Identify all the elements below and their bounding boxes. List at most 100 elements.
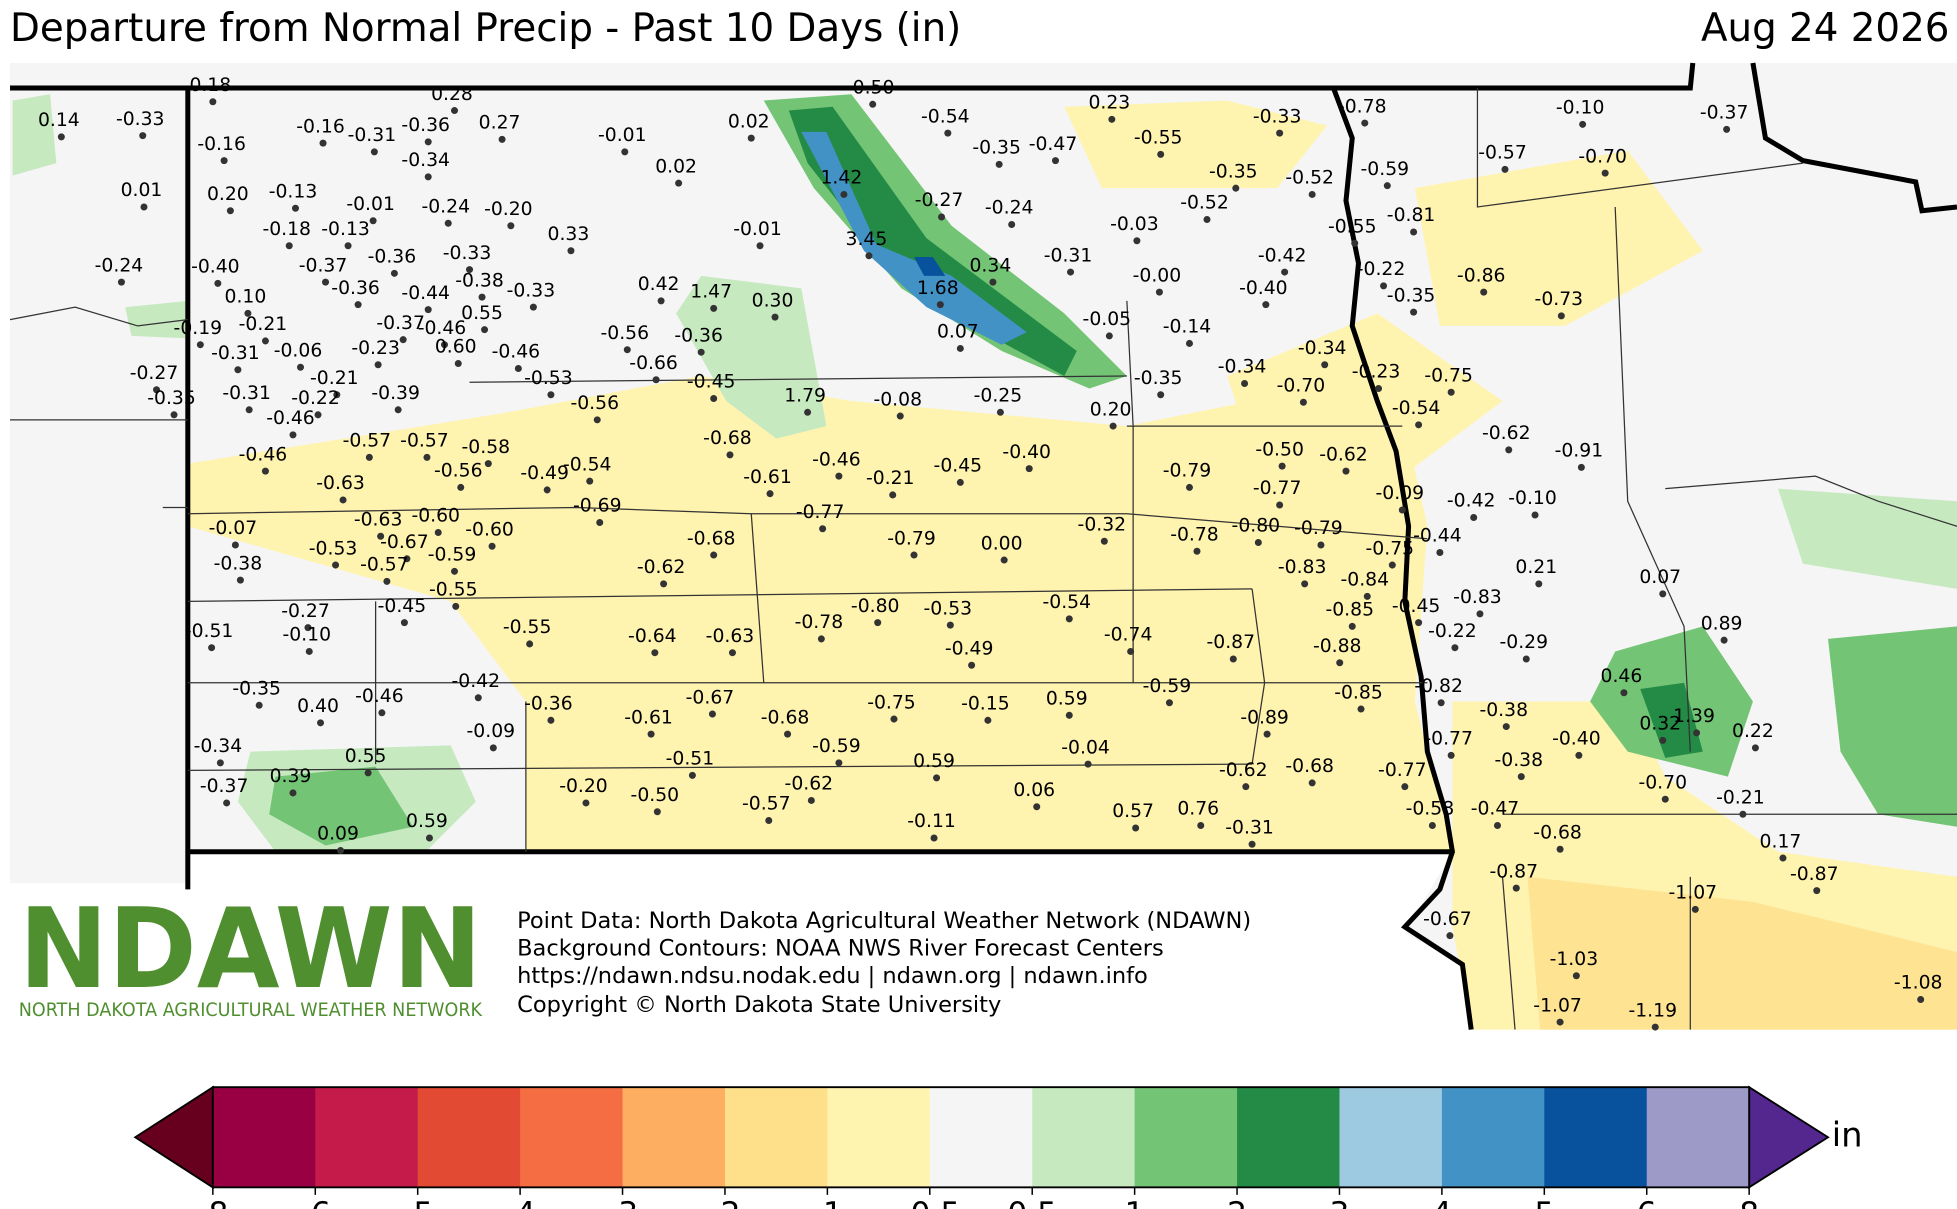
station-label: -0.35 [147,388,196,409]
station-label: -0.49 [520,463,569,484]
station-dot [365,453,373,461]
station-dot [1185,483,1193,491]
station-dot [804,408,812,416]
station-label: -0.34 [194,736,243,757]
station-dot [708,710,716,718]
station-label: -0.81 [1387,205,1436,226]
station-label: 0.06 [1013,780,1055,801]
station-dot [209,98,217,106]
station-dot [1493,821,1501,829]
station-dot [688,771,696,779]
station-label: -0.11 [907,811,956,832]
station-dot [450,107,459,115]
station-label: -0.66 [629,353,678,374]
station-dot [747,134,755,142]
station-label: -0.47 [1029,134,1078,155]
station-label: -0.62 [1319,444,1368,465]
station-label: -0.45 [934,456,983,477]
station-label: -0.45 [687,372,736,393]
station-dot [896,412,904,420]
station-label: -1.07 [1669,883,1718,904]
station-label: 0.27 [479,113,521,134]
station-label: -0.56 [601,323,650,344]
station-label: -0.08 [873,389,922,410]
station-label: -0.27 [915,190,964,211]
station-dot [1572,972,1580,980]
station-dot [653,808,661,816]
station-dot [244,309,252,317]
station-dot [1437,699,1445,707]
station-label: -0.55 [1328,216,1377,237]
station-label: -0.19 [174,318,223,339]
station-label: -0.54 [1392,398,1441,419]
station-label: -0.77 [1424,729,1473,750]
station-dot [390,269,398,277]
station-dot [285,242,293,250]
station-label: 0.01 [121,180,163,201]
station-label: -0.24 [985,198,1034,219]
station-label: -0.21 [310,368,359,389]
station-label: -0.87 [1489,861,1538,882]
station-dot [1380,282,1388,290]
station-dot [488,542,496,550]
station-label: -0.00 [1133,265,1182,286]
station-dot [1661,795,1669,803]
station-label: 0.33 [548,224,590,245]
station-label: 1.42 [820,168,862,189]
station-label: -0.31 [222,383,271,404]
station-dot [675,179,683,187]
station-label: -0.49 [945,638,994,659]
station-label: -0.82 [1414,676,1463,697]
station-dot [1410,308,1418,316]
borders [9,62,1957,1030]
station-label: -0.50 [631,785,680,806]
station-dot [1232,184,1240,192]
station-label: -0.01 [346,194,395,215]
station-dot [1281,268,1289,276]
station-dot [339,496,347,504]
station-label: -0.33 [507,280,556,301]
colorbar-tick-label: 0.5 [1007,1196,1057,1209]
station-label: -0.37 [299,255,348,276]
station-dot [956,478,964,486]
station-dot [547,391,555,399]
station-label: 0.59 [1046,689,1088,710]
station-label: -0.50 [1255,439,1304,460]
station-dot [1575,751,1583,759]
station-label: -0.38 [1479,700,1528,721]
station-label: -0.68 [1285,756,1334,777]
station-dot [1051,157,1060,165]
station-dot [1342,467,1350,475]
station-dot [1203,215,1211,223]
station-label: 0.23 [1088,93,1130,114]
station-label: -0.35 [1387,285,1436,306]
station-label: -0.46 [266,408,315,429]
colorbar-swatch [1544,1087,1648,1188]
station-label: 0.02 [655,156,697,177]
station-dot [1127,647,1135,655]
station-dot [710,551,718,559]
station-dot [865,252,873,260]
station-label: -0.77 [1378,760,1427,781]
station-dot [1321,361,1329,369]
station-label: -0.45 [1392,596,1441,617]
map-title: Departure from Normal Precip - Past 10 D… [10,6,961,51]
station-dot [1659,736,1667,744]
station-label: -0.83 [1453,587,1502,608]
station-dot [319,139,327,147]
station-dot [1254,539,1262,547]
station-dot [1428,821,1436,829]
station-dot [1105,332,1113,340]
station-dot [1132,824,1140,832]
station-dot [514,364,522,372]
station-label: -0.16 [296,116,345,137]
station-label: -0.59 [1143,676,1192,697]
station-dot [1357,705,1365,713]
station-dot [756,242,764,250]
station-dot [1436,549,1444,557]
station-label: -0.62 [1219,760,1268,781]
station-label: -0.53 [924,598,973,619]
station-label: -0.84 [1340,570,1389,591]
station-label: -0.21 [1716,787,1765,808]
